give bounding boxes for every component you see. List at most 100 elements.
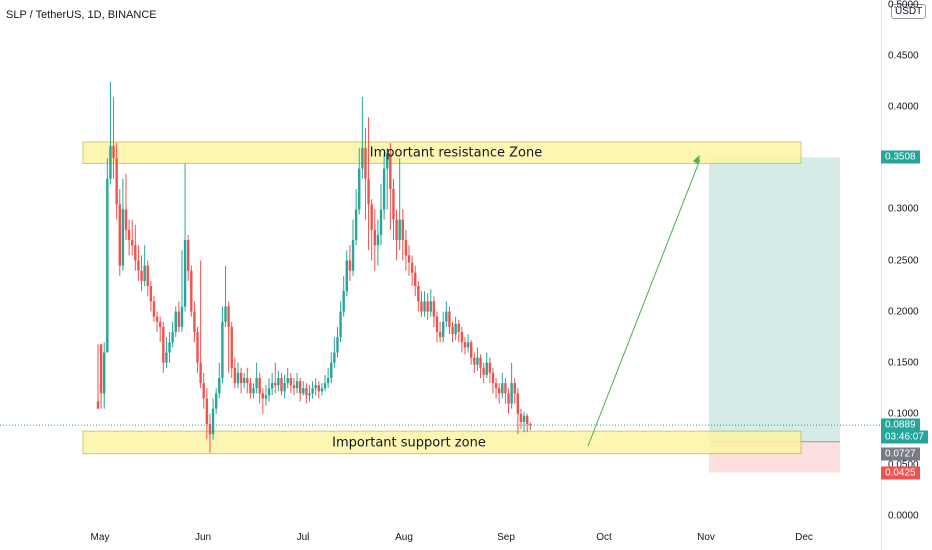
candle-body — [242, 378, 246, 384]
candle-body — [345, 260, 348, 292]
candle-body — [488, 362, 492, 373]
candle-body — [137, 260, 140, 271]
support-label: Important support zone — [332, 435, 486, 451]
candle-body — [516, 393, 520, 414]
candle-body — [336, 337, 339, 353]
y-tick-label: 0.5000 — [888, 0, 919, 11]
candle-body — [501, 383, 504, 394]
candle-body — [106, 178, 109, 353]
candle-body — [140, 270, 143, 281]
candle-body — [367, 178, 370, 205]
candle-body — [305, 388, 308, 396]
candle-body — [423, 301, 426, 312]
candle-body — [354, 209, 358, 241]
candle-body — [186, 240, 190, 271]
candle-body — [96, 401, 100, 409]
candle-body — [249, 383, 252, 394]
candle-body — [410, 262, 414, 273]
candle-body — [358, 168, 361, 210]
candle-body — [298, 381, 302, 394]
candle-body — [473, 357, 476, 365]
target-price-tag: 0.3508 — [881, 150, 920, 164]
candle-body — [302, 388, 305, 394]
x-tick-label: Dec — [795, 532, 813, 543]
candle-body — [286, 378, 289, 384]
y-tick-label: 0.0000 — [888, 510, 919, 522]
symbol-title[interactable]: SLP / TetherUS, 1D, BINANCE — [6, 9, 157, 21]
candle-body — [470, 342, 473, 358]
candle-body — [180, 306, 184, 327]
candle-body — [407, 255, 411, 263]
candle-body — [463, 342, 467, 348]
candle-body — [277, 378, 280, 386]
candle-body — [395, 219, 398, 241]
candle-body — [445, 311, 448, 322]
candle-body — [317, 385, 321, 392]
candle-body — [457, 323, 460, 333]
candle-body — [289, 378, 293, 386]
candle-body — [401, 219, 404, 241]
countdown-tag: 03:46:07 — [881, 430, 928, 444]
candle-body — [451, 326, 454, 335]
candle-body — [143, 265, 146, 281]
currency-badge[interactable]: USDT — [891, 4, 927, 19]
y-tick-label: 0.1500 — [888, 357, 919, 369]
candle-body — [504, 383, 507, 394]
candle-body — [224, 306, 227, 322]
candle-body — [109, 146, 112, 179]
candle-body — [382, 168, 386, 210]
y-tick-label: 0.2500 — [888, 255, 919, 266]
profit-area — [709, 157, 840, 442]
candle-body — [255, 378, 258, 389]
candle-body — [392, 188, 395, 220]
candle-body — [196, 332, 199, 363]
candle-body — [258, 378, 261, 394]
candle-body — [417, 286, 420, 302]
candle-body — [177, 311, 181, 327]
candle-body — [426, 301, 429, 312]
candle-body — [295, 381, 299, 389]
candle-body — [152, 301, 156, 317]
y-tick-label: 0.1000 — [888, 408, 919, 420]
candle-body — [230, 326, 233, 368]
candle-body — [202, 383, 205, 399]
candle-body — [221, 321, 224, 379]
candle-body — [482, 367, 485, 375]
candle-body — [479, 357, 482, 368]
candle-body — [205, 398, 209, 425]
x-tick-label: Jun — [194, 532, 212, 543]
candle-body — [373, 229, 376, 246]
candle-body — [448, 311, 451, 327]
candle-body — [438, 332, 442, 338]
candle-body — [171, 332, 174, 343]
resistance-label: Important resistance Zone — [369, 145, 543, 161]
y-tick-label: 0.0500 — [888, 459, 919, 471]
candle-body — [165, 352, 168, 363]
resistance-zone — [82, 141, 802, 164]
candle-body — [146, 265, 149, 287]
price-axis[interactable] — [881, 0, 932, 550]
candle-body — [267, 388, 271, 396]
candle-body — [386, 153, 389, 169]
candle-body — [351, 240, 355, 271]
candle-body — [333, 352, 336, 363]
candle-body — [193, 311, 196, 333]
candle-body — [131, 240, 134, 246]
candle-body — [168, 342, 171, 353]
candle-body — [274, 383, 277, 386]
entry-price-tag: 0.0727 — [881, 447, 920, 461]
candle-body — [348, 260, 352, 271]
candle-body — [239, 372, 243, 384]
candle-body — [519, 413, 523, 422]
candle-body — [361, 148, 364, 169]
candle-body — [311, 388, 314, 394]
x-tick-label: Sep — [497, 532, 515, 543]
y-tick-label: 0.2000 — [888, 306, 919, 318]
candle-body — [364, 148, 367, 179]
x-tick-label: Oct — [596, 532, 612, 543]
arrow-head — [693, 155, 700, 164]
y-tick-label: 0.4000 — [888, 101, 919, 113]
candle-body — [127, 229, 131, 241]
